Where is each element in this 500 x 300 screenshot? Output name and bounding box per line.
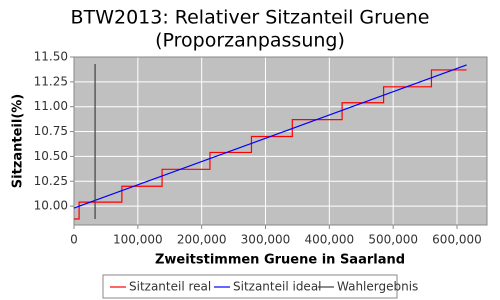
legend-label: Sitzanteil ideal — [233, 280, 322, 294]
x-axis-label: Zweitstimmen Gruene in Saarland — [155, 253, 405, 268]
y-tick-label: 10.25 — [34, 174, 68, 188]
y-tick-label: 10.50 — [34, 149, 68, 163]
legend-label: Sitzanteil real — [129, 280, 211, 294]
y-tick-label: 10.00 — [34, 199, 68, 213]
x-tick-label: 600,000 — [432, 233, 482, 247]
x-tick-label: 100,000 — [113, 233, 163, 247]
y-tick-label: 11.25 — [34, 74, 68, 88]
plot-border — [73, 56, 488, 226]
plot-area — [74, 57, 487, 225]
x-tick-label: 200,000 — [177, 233, 227, 247]
y-tick-label: 10.75 — [34, 124, 68, 138]
series-line — [73, 64, 467, 209]
chart-subtitle: (Proporzanpassung) — [155, 30, 345, 52]
series-line — [74, 69, 467, 220]
x-tick-label: 400,000 — [305, 233, 355, 247]
x-tick-label: 0 — [70, 233, 78, 247]
x-tick-label: 500,000 — [368, 233, 418, 247]
y-axis-label: Sitzanteil(%) — [11, 94, 26, 188]
x-tick-label: 300,000 — [241, 233, 291, 247]
legend-label: Wahlergebnis — [337, 280, 418, 294]
legend-box — [102, 274, 398, 299]
chart-title: BTW2013: Relativer Sitzanteil Gruene — [71, 7, 430, 29]
y-tick-label: 11.50 — [34, 50, 68, 64]
y-tick-label: 11.00 — [34, 99, 68, 113]
